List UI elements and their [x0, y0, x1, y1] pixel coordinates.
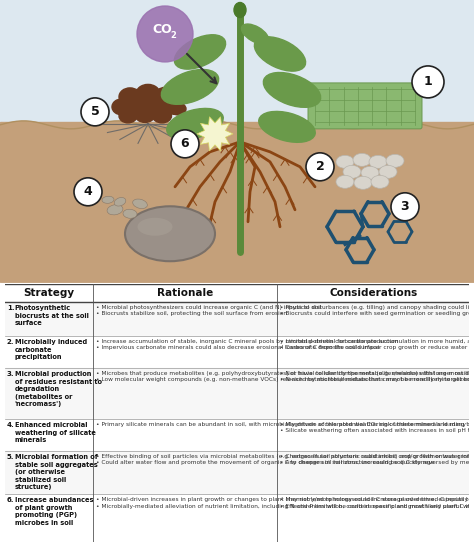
Ellipse shape [133, 199, 147, 208]
Ellipse shape [170, 103, 186, 115]
Ellipse shape [379, 165, 397, 178]
Text: 2: 2 [316, 160, 324, 173]
Text: Enhanced microbial
weathering of silicate
minerals: Enhanced microbial weathering of silicat… [15, 422, 95, 443]
Text: Rationale: Rationale [157, 288, 213, 298]
Ellipse shape [137, 218, 173, 236]
Text: 2.: 2. [7, 339, 14, 345]
Text: 1: 1 [424, 75, 432, 89]
Text: • Primary silicate minerals can be abundant in soil, with microbially-driven acc: • Primary silicate minerals can be abund… [96, 422, 474, 427]
Text: 5.: 5. [7, 454, 14, 460]
Ellipse shape [114, 197, 126, 206]
Bar [0, 227, 474, 282]
Ellipse shape [354, 176, 372, 189]
Ellipse shape [123, 210, 137, 218]
Text: Microbial formation of
stable soil aggregates
(or otherwise
stabilized soil
stru: Microbial formation of stable soil aggre… [15, 454, 97, 490]
Text: 4: 4 [83, 185, 92, 199]
Ellipse shape [147, 98, 168, 114]
Ellipse shape [136, 84, 160, 103]
Text: 5: 5 [91, 106, 100, 118]
Text: Increase abundances
of plant growth
promoting (PGP)
microbes in soil: Increase abundances of plant growth prom… [15, 497, 93, 526]
Ellipse shape [107, 205, 123, 215]
Circle shape [306, 153, 334, 181]
Circle shape [74, 178, 102, 206]
Bar [0, 0, 474, 127]
Text: • Effective binding of soil particles via microbial metabolites (e.g. extracellu: • Effective binding of soil particles vi… [96, 454, 474, 465]
Text: 3: 3 [401, 200, 410, 213]
Text: Microbially induced
carbonate
precipitation: Microbially induced carbonate precipitat… [15, 339, 87, 360]
Circle shape [391, 193, 419, 221]
Bar [5, 494, 469, 542]
Text: • Microbial-driven increases in plant growth or changes to plant chemistry/morph: • Microbial-driven increases in plant gr… [96, 497, 474, 509]
Ellipse shape [174, 35, 226, 69]
Text: 3.: 3. [7, 371, 14, 377]
Ellipse shape [336, 176, 354, 188]
Ellipse shape [153, 109, 172, 123]
FancyBboxPatch shape [308, 83, 422, 129]
Text: 6.: 6. [7, 497, 14, 503]
Ellipse shape [102, 196, 114, 203]
Bar [0, 172, 474, 227]
Text: • Increase accumulation of stable, inorganic C mineral pools by microbial-driven: • Increase accumulation of stable, inorg… [96, 339, 398, 350]
Text: Strategy: Strategy [23, 288, 74, 298]
Circle shape [81, 98, 109, 126]
Text: Microbial production
of residues resistant to
degradation
(metabolites or
'necro: Microbial production of residues resista… [15, 371, 101, 407]
Text: • Changes in soil structure could inhibit crop growth or water infiltration/rete: • Changes in soil structure could inhibi… [280, 454, 474, 465]
Text: Photosynthetic
biocrusts at the soil
surface: Photosynthetic biocrusts at the soil sur… [15, 305, 89, 326]
Bar [0, 122, 474, 177]
Ellipse shape [264, 73, 320, 107]
Ellipse shape [119, 109, 137, 123]
Ellipse shape [343, 165, 361, 178]
Ellipse shape [369, 155, 387, 168]
Ellipse shape [386, 154, 404, 167]
Ellipse shape [135, 107, 155, 123]
Text: 6: 6 [181, 137, 189, 150]
Text: • May not lead to increased soil C storage over time, especially if plant C inpu: • May not lead to increased soil C stora… [280, 497, 474, 509]
Text: Considerations: Considerations [329, 288, 417, 298]
Ellipse shape [259, 112, 315, 142]
Ellipse shape [119, 88, 141, 106]
Ellipse shape [155, 88, 175, 104]
Ellipse shape [255, 37, 306, 71]
Text: 1.: 1. [7, 305, 14, 311]
Bar [5, 451, 469, 494]
Ellipse shape [166, 100, 184, 114]
Ellipse shape [129, 96, 151, 113]
Text: CO: CO [152, 24, 172, 37]
Text: • Not trivial to identify the metabolites/residues that are most likely to be re: • Not trivial to identify the metabolite… [280, 371, 474, 382]
Bar [5, 368, 469, 419]
Ellipse shape [336, 155, 354, 168]
Ellipse shape [361, 166, 379, 179]
Ellipse shape [371, 176, 389, 188]
Ellipse shape [167, 108, 223, 139]
Circle shape [171, 130, 199, 158]
Text: • Limited potential for carbonate accumulation in more humid, acidic soils
• Car: • Limited potential for carbonate accumu… [280, 339, 474, 350]
Text: 2: 2 [170, 32, 176, 40]
Ellipse shape [112, 99, 132, 115]
Text: • Physical disturbances (e.g. tilling) and canopy shading could limit establishm: • Physical disturbances (e.g. tilling) a… [280, 305, 474, 316]
Polygon shape [197, 117, 233, 151]
Circle shape [137, 6, 193, 62]
Circle shape [412, 66, 444, 98]
Text: • Microbial photosynthesizers could increase organic C (and N) inputs to soil
• : • Microbial photosynthesizers could incr… [96, 305, 321, 316]
Ellipse shape [353, 153, 371, 166]
Bar [5, 302, 469, 336]
Ellipse shape [234, 3, 246, 18]
Text: • Microbes that produce metabolites (e.g. polyhydroxybutyrates) or have cellular: • Microbes that produce metabolites (e.g… [96, 371, 474, 382]
Text: • Magnitude of this potential CO₂ sink undetermined and many soils may have insu: • Magnitude of this potential CO₂ sink u… [280, 422, 474, 433]
Ellipse shape [241, 24, 268, 44]
Ellipse shape [125, 206, 215, 261]
Ellipse shape [161, 69, 219, 104]
Bar [5, 419, 469, 451]
Bar [5, 336, 469, 368]
Text: 4.: 4. [7, 422, 14, 428]
